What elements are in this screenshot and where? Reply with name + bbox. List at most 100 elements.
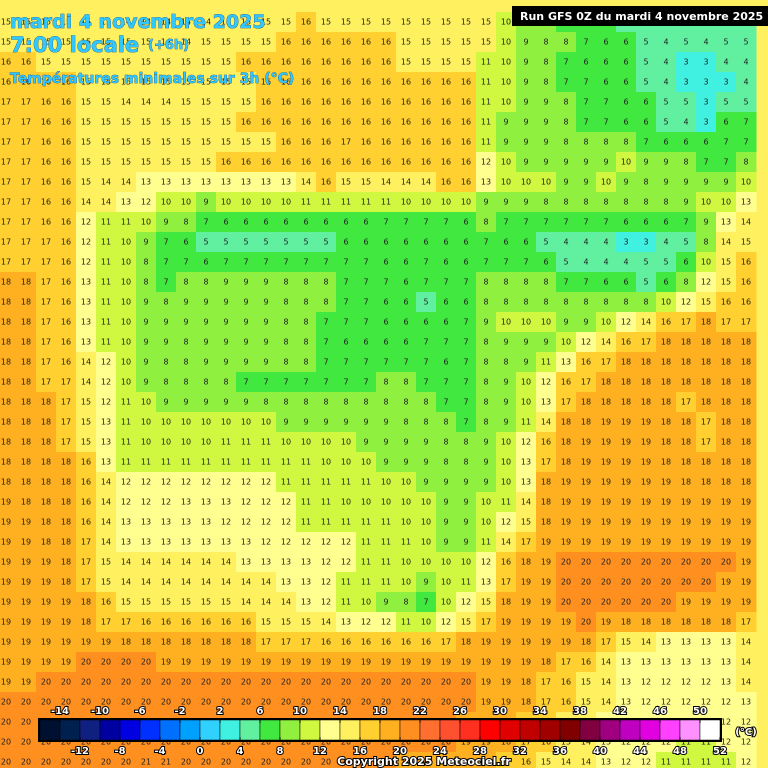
temp-cell: [356, 32, 377, 53]
temp-cell: [256, 432, 277, 453]
temp-value: 18: [21, 298, 31, 307]
temp-value: 15: [721, 258, 731, 267]
temp-value: 16: [341, 58, 351, 67]
temp-value: 20: [281, 678, 291, 687]
temp-value: 8: [503, 298, 508, 307]
temp-value: 7: [503, 258, 508, 267]
temp-value: 17: [681, 398, 691, 407]
temp-cell: [16, 32, 37, 53]
temp-cell: [156, 352, 177, 373]
temp-value: 17: [121, 618, 131, 627]
temp-value: 6: [203, 258, 208, 267]
temp-value: 6: [503, 238, 508, 247]
temp-value: 18: [741, 358, 751, 367]
temp-cell: [336, 332, 357, 353]
temp-value: 12: [141, 498, 151, 507]
temp-value: 7: [563, 278, 568, 287]
temp-value: 6: [383, 318, 388, 327]
temp-value: 7: [443, 338, 448, 347]
temp-cell: [716, 272, 737, 293]
temp-cell: [216, 112, 237, 133]
temp-cell: [216, 32, 237, 53]
temp-value: 15: [401, 38, 411, 47]
temp-value: 8: [483, 418, 488, 427]
temp-cell: [476, 372, 497, 393]
temp-cell: [336, 252, 357, 273]
temp-cell: [236, 152, 257, 173]
temp-value: 10: [521, 318, 531, 327]
temp-cell: [616, 172, 637, 193]
temp-value: 7: [363, 358, 368, 367]
temp-value: 12: [281, 498, 291, 507]
temp-value: 10: [361, 458, 371, 467]
temp-value: 16: [81, 498, 91, 507]
temp-cell: [136, 312, 157, 333]
temp-value: 11: [481, 538, 491, 547]
temp-value: 19: [161, 658, 171, 667]
temp-value: 18: [541, 478, 551, 487]
temp-value: 9: [543, 158, 548, 167]
temp-cell: [256, 232, 277, 253]
temp-cell: [636, 412, 657, 433]
temp-value: 9: [243, 318, 248, 327]
temp-cell: [376, 72, 397, 93]
temp-value: 15: [221, 598, 231, 607]
temp-cell: [576, 52, 597, 73]
temp-value: 11: [121, 438, 131, 447]
temp-cell: [696, 252, 717, 273]
temp-value: 20: [41, 698, 51, 707]
temp-value: 20: [601, 558, 611, 567]
temp-value: 7: [743, 118, 748, 127]
temp-value: 7: [383, 358, 388, 367]
temp-cell: [136, 272, 157, 293]
temp-cell: [156, 332, 177, 353]
temp-cell: [356, 72, 377, 93]
temp-cell: [676, 332, 697, 353]
temp-value: 6: [383, 238, 388, 247]
temp-value: 16: [621, 338, 631, 347]
temp-value: 19: [721, 578, 731, 587]
temp-cell: [616, 292, 637, 313]
temp-cell: [516, 252, 537, 273]
temp-cell: [56, 432, 77, 453]
temp-value: 11: [121, 218, 131, 227]
temp-value: 5: [643, 278, 648, 287]
temp-value: 19: [21, 558, 31, 567]
temp-value: 16: [381, 98, 391, 107]
temp-value: 19: [481, 678, 491, 687]
temp-value: 18: [661, 398, 671, 407]
temp-value: 10: [541, 318, 551, 327]
temp-value: 19: [561, 498, 571, 507]
temp-value: 19: [641, 538, 651, 547]
temp-value: 14: [101, 518, 111, 527]
temp-value: 17: [41, 278, 51, 287]
temp-value: 15: [121, 598, 131, 607]
temp-value: 12: [221, 478, 231, 487]
temp-value: 18: [41, 538, 51, 547]
temp-cell: [456, 212, 477, 233]
temp-cell: [476, 132, 497, 153]
temp-value: 15: [121, 58, 131, 67]
temp-value: 15: [401, 18, 411, 27]
temp-value: 10: [421, 538, 431, 547]
temp-value: 11: [101, 218, 111, 227]
temp-value: 19: [1, 578, 11, 587]
temp-value: 16: [301, 58, 311, 67]
temp-cell: [356, 272, 377, 293]
temp-value: 16: [321, 178, 331, 187]
temp-cell: [256, 132, 277, 153]
temp-value: 6: [603, 78, 608, 87]
temp-value: 18: [621, 618, 631, 627]
temp-value: 18: [661, 618, 671, 627]
temp-cell: [156, 92, 177, 113]
temp-value: 8: [463, 438, 468, 447]
temp-cell: [16, 112, 37, 133]
temp-value: 18: [41, 518, 51, 527]
legend-swatch: [259, 719, 281, 741]
temp-cell: [96, 392, 117, 413]
temp-value: 7: [243, 258, 248, 267]
temp-cell: [196, 232, 217, 253]
temp-cell: [676, 392, 697, 413]
temp-cell: [216, 212, 237, 233]
temp-value: 7: [743, 138, 748, 147]
